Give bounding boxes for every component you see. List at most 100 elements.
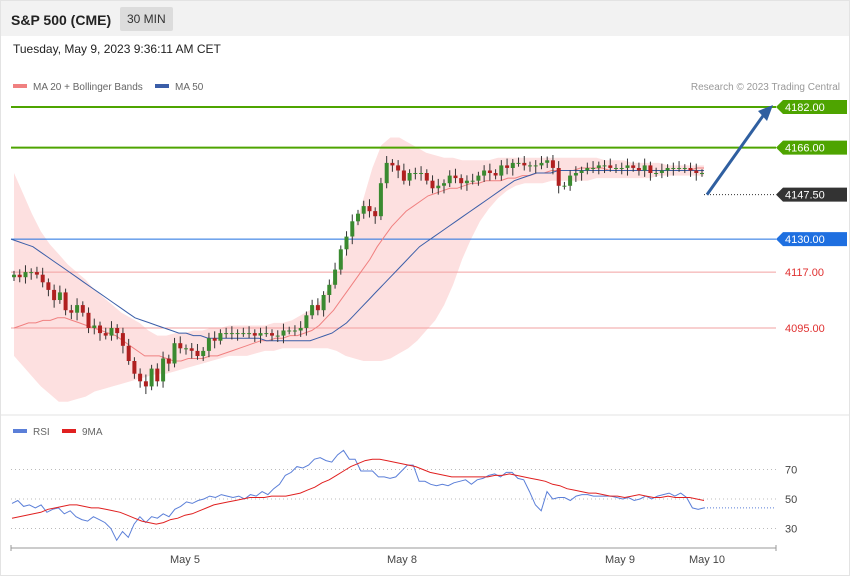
- candle-up: [201, 350, 206, 356]
- candle-up: [218, 333, 223, 341]
- candle-down: [487, 170, 492, 173]
- candle-down: [396, 165, 401, 171]
- candle-down: [17, 274, 22, 278]
- candle-down: [453, 175, 458, 179]
- candle-down: [390, 162, 395, 166]
- candle-up: [545, 160, 550, 163]
- candle-up: [356, 213, 360, 222]
- candle-up: [470, 180, 475, 182]
- candle-down: [401, 170, 406, 181]
- candle-up: [321, 295, 326, 311]
- x-axis: May 5 May 8 May 9 May 10: [10, 545, 777, 566]
- candle-down: [69, 310, 74, 313]
- candle-up: [516, 162, 521, 164]
- candle-down: [80, 305, 85, 313]
- candle-up: [161, 358, 166, 382]
- rsi-tick-label: 30: [785, 524, 797, 536]
- candle-down: [648, 165, 653, 173]
- chart-header: S&P 500 (CME) 30 MIN: [1, 1, 849, 36]
- rsi-tick-label: 70: [785, 465, 797, 477]
- candle-down: [550, 160, 555, 168]
- candle-up: [327, 284, 332, 295]
- candle-up: [350, 221, 355, 237]
- candle-up: [585, 168, 590, 171]
- candle-down: [115, 328, 120, 334]
- rsi-ma-legend-swatch: [62, 429, 76, 433]
- candle-up: [677, 168, 682, 169]
- candle-down: [189, 348, 194, 351]
- candle-down: [631, 165, 636, 168]
- candle-up: [184, 348, 188, 350]
- candle-up: [476, 175, 481, 181]
- candle-up: [614, 168, 618, 169]
- candle-up: [109, 328, 114, 336]
- candle-up: [149, 368, 154, 387]
- symbol-title: S&P 500 (CME): [11, 12, 112, 28]
- candle-up: [573, 173, 578, 176]
- candle-up: [75, 305, 80, 313]
- level-flag-4182.00: [776, 100, 847, 114]
- candle-up: [12, 274, 16, 278]
- bollinger-bands: [14, 137, 704, 402]
- candle-up: [172, 343, 177, 364]
- candle-down: [98, 325, 102, 334]
- level-label-4095.00: 4095.00: [785, 323, 825, 335]
- x-tick-label: May 8: [387, 554, 417, 566]
- level-label-4182.00: 4182.00: [785, 102, 825, 114]
- candle-up: [29, 272, 34, 274]
- candle-up: [671, 168, 676, 169]
- candle-down: [126, 345, 131, 361]
- candle-up: [23, 272, 28, 278]
- candle-up: [344, 236, 349, 250]
- rsi-ma-legend-label: 9MA: [82, 427, 103, 438]
- candle-down: [120, 333, 125, 346]
- candles: [12, 155, 704, 395]
- candle-down: [178, 343, 183, 349]
- candle-up: [235, 333, 240, 335]
- candle-down: [138, 373, 143, 382]
- candle-up: [442, 183, 446, 186]
- candle-up: [338, 249, 343, 270]
- candle-up: [378, 183, 383, 217]
- candle-down: [86, 312, 91, 328]
- level-label-4147.50: 4147.50: [785, 190, 825, 202]
- candle-up: [310, 305, 315, 316]
- candle-up: [298, 328, 303, 331]
- candle-up: [591, 168, 596, 169]
- candle-up: [384, 162, 389, 184]
- candle-up: [596, 165, 601, 168]
- candle-down: [694, 170, 699, 173]
- candle-up: [57, 292, 62, 300]
- candle-up: [654, 173, 659, 174]
- candle-up: [665, 168, 670, 171]
- arrow-shaft: [705, 112, 767, 196]
- candle-up: [510, 162, 515, 168]
- candle-down: [166, 358, 171, 364]
- candle-up: [361, 206, 366, 214]
- candle-up: [275, 335, 280, 337]
- candle-up: [264, 333, 269, 335]
- forecast-arrow: [705, 105, 773, 196]
- credit-text: Research © 2023 Trading Central: [691, 82, 840, 93]
- rsi-legend-label: RSI: [33, 427, 50, 438]
- candle-up: [304, 315, 309, 328]
- candle-up: [413, 173, 418, 174]
- candle-up: [281, 330, 286, 336]
- x-tick-label: May 9: [605, 554, 635, 566]
- rsi-legend-swatch: [13, 429, 27, 433]
- candle-down: [367, 206, 372, 212]
- candle-down: [132, 361, 137, 374]
- candle-up: [247, 333, 252, 335]
- candle-up: [642, 165, 647, 171]
- ma20-legend-label: MA 20 + Bollinger Bands: [33, 82, 143, 93]
- candle-up: [436, 185, 441, 189]
- level-label-4117.00: 4117.00: [785, 267, 824, 279]
- candle-up: [206, 338, 211, 351]
- candle-up: [447, 175, 452, 184]
- candle-down: [195, 350, 200, 356]
- candle-up: [258, 333, 263, 336]
- timeframe-badge[interactable]: 30 MIN: [120, 7, 173, 31]
- candle-up: [528, 165, 532, 167]
- candle-up: [287, 330, 292, 332]
- ma50-legend-label: MA 50: [175, 82, 204, 93]
